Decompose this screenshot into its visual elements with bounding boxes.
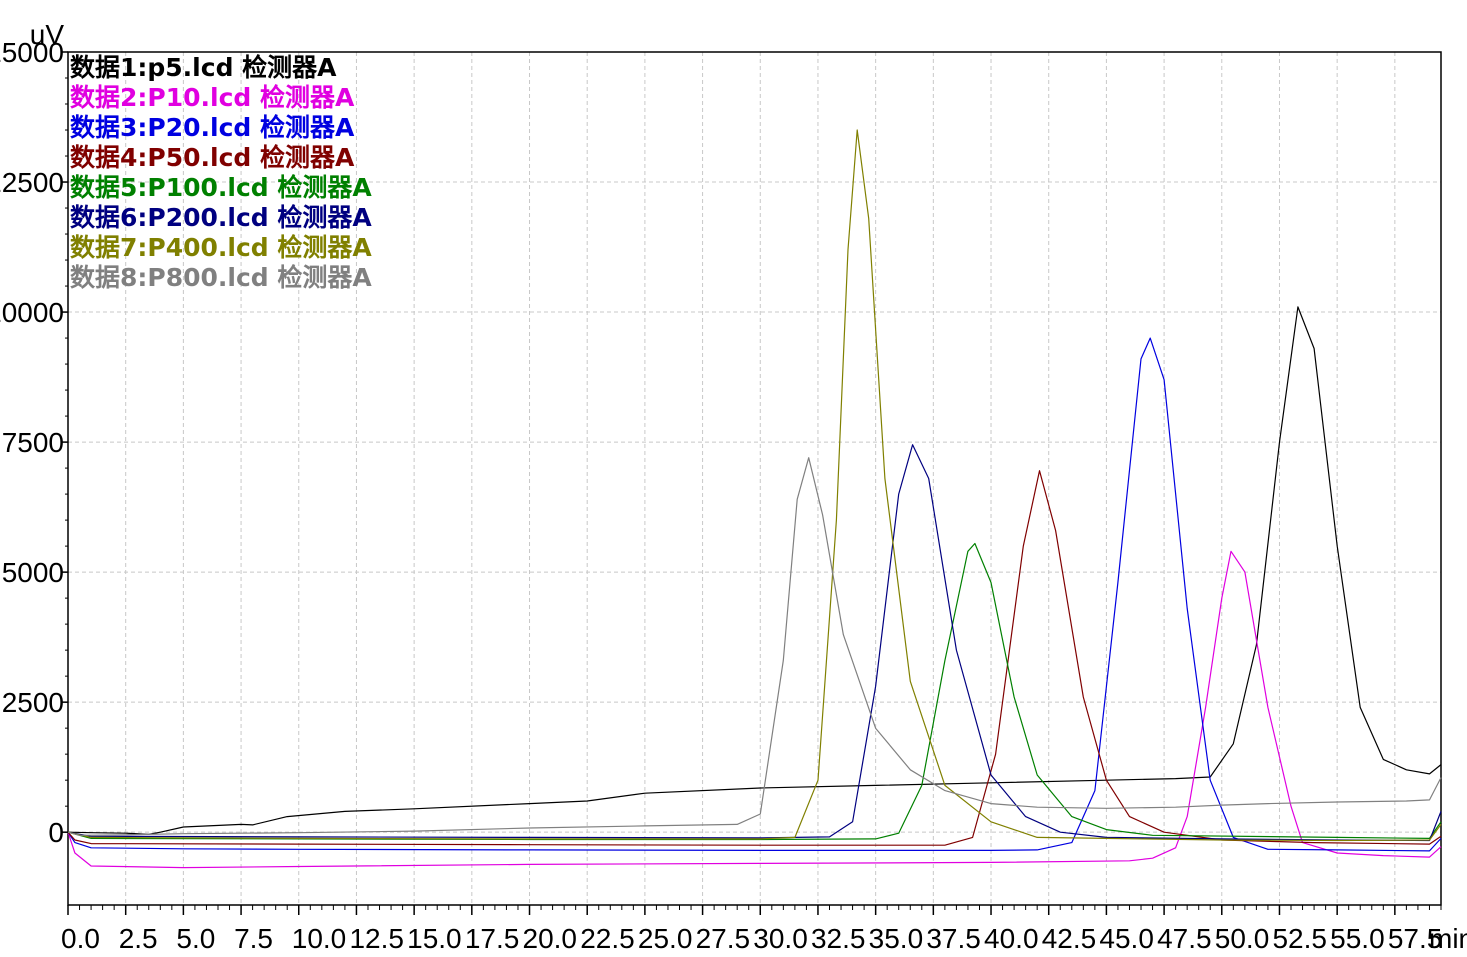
- legend-item-1: 数据1:p5.lcd 检测器A: [70, 53, 337, 82]
- legend-item-5: 数据5:P100.lcd 检测器A: [70, 173, 372, 202]
- y-tick-label: 10000: [0, 297, 64, 328]
- series-line-7: [67, 129, 1442, 842]
- legend-item-7: 数据7:P400.lcd 检测器A: [70, 233, 372, 262]
- x-tick-label: 55.0: [1330, 923, 1385, 954]
- x-tick-label: 0.0: [61, 923, 100, 954]
- x-tick-label: 25.0: [638, 923, 693, 954]
- y-tick-label: 12500: [0, 167, 64, 198]
- x-tick-label: 22.5: [580, 923, 635, 954]
- legend-item-4: 数据4:P50.lcd 检测器A: [70, 143, 355, 172]
- series-line-4: [67, 470, 1442, 846]
- y-tick-label: 5000: [2, 557, 64, 588]
- y-tick-label: 0: [48, 817, 64, 848]
- legend-item-6: 数据6:P200.lcd 检测器A: [70, 203, 372, 232]
- legend-item-2: 数据2:P10.lcd 检测器A: [70, 83, 355, 112]
- x-tick-label: 20.0: [523, 923, 578, 954]
- series-line-2: [67, 550, 1442, 869]
- x-axis-label: min: [1429, 923, 1467, 954]
- y-axis-label: uV: [30, 19, 65, 50]
- x-tick-label: 40.0: [984, 923, 1038, 954]
- x-tick-label: 50.0: [1215, 923, 1270, 954]
- series-line-5: [67, 542, 1442, 841]
- x-tick-label: 12.5: [349, 923, 404, 954]
- series-layer: [67, 129, 1442, 869]
- x-tick-label: 35.0: [869, 923, 924, 954]
- x-tick-label: 10.0: [292, 923, 347, 954]
- y-tick-label: 7500: [2, 427, 64, 458]
- x-tick-label: 2.5: [119, 923, 158, 954]
- x-tick-label: 57.5: [1388, 923, 1443, 954]
- series-line-8: [67, 457, 1442, 836]
- x-tick-label: 47.5: [1157, 923, 1212, 954]
- series-line-1: [67, 306, 1442, 835]
- x-tick-label: 15.0: [407, 923, 462, 954]
- x-tick-label: 7.5: [234, 923, 273, 954]
- y-tick-label: 15000: [0, 37, 64, 68]
- x-tick-label: 42.5: [1042, 923, 1097, 954]
- legend-item-3: 数据3:P20.lcd 检测器A: [70, 113, 355, 142]
- y-tick-label: 2500: [2, 687, 64, 718]
- y-axis: 0 2500 5000 7500 10000 12500 15000: [0, 37, 68, 848]
- x-tick-label: 17.5: [465, 923, 519, 954]
- series-line-3: [67, 337, 1442, 852]
- x-tick-label: 5.0: [176, 923, 215, 954]
- x-tick-label: 37.5: [926, 923, 981, 954]
- plot-frame: [67, 51, 1442, 906]
- x-axis: 0.0 2.5 5.0 7.5 10.0 12.5 15.0 17.5 20.0 22.5 25.0…: [61, 905, 1442, 954]
- x-tick-label: 32.5: [811, 923, 866, 954]
- x-tick-label: 30.0: [753, 923, 808, 954]
- x-tick-label: 52.5: [1272, 923, 1327, 954]
- series-line-6: [67, 444, 1442, 842]
- legend-item-8: 数据8:P800.lcd 检测器A: [70, 263, 372, 292]
- x-tick-label: 45.0: [1099, 923, 1154, 954]
- x-tick-label: 27.5: [696, 923, 751, 954]
